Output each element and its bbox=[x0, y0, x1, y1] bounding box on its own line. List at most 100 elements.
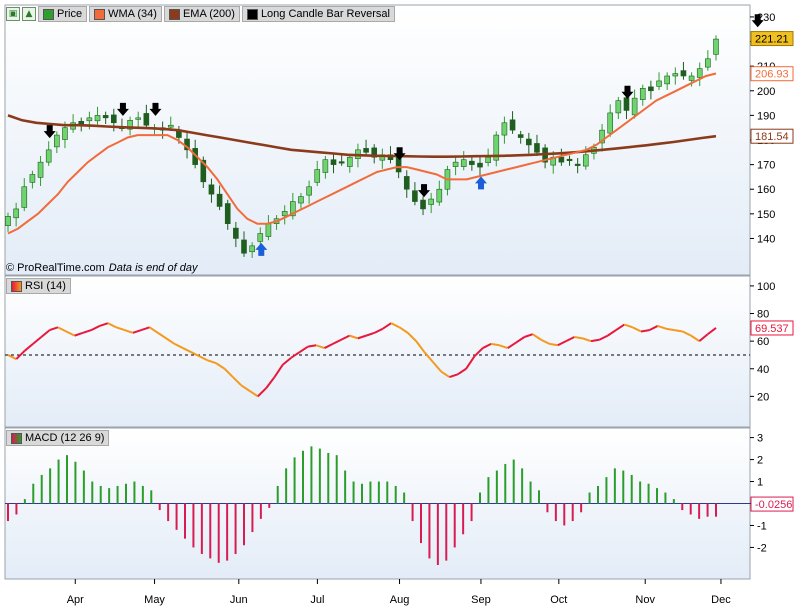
macd-bar bbox=[647, 483, 650, 504]
macd-bar bbox=[57, 459, 60, 504]
rsi-axis-tick-label: 40 bbox=[757, 364, 769, 376]
price-candle bbox=[363, 139, 369, 156]
legend-ema[interactable]: EMA (200) bbox=[163, 6, 240, 22]
ema200-line bbox=[7, 114, 717, 158]
reversal-swatch-icon bbox=[246, 8, 258, 20]
rsi-segment bbox=[624, 323, 634, 329]
rsi-segment bbox=[298, 345, 309, 354]
price-candle bbox=[713, 35, 719, 61]
price-candle bbox=[216, 185, 223, 211]
macd-bar bbox=[276, 485, 279, 504]
rsi-segment bbox=[7, 354, 17, 360]
price-panel bbox=[4, 4, 751, 276]
macd-bar bbox=[479, 492, 481, 504]
collapse-icon[interactable]: ▣ bbox=[6, 7, 20, 21]
macd-bar bbox=[394, 485, 397, 504]
price-candle bbox=[672, 67, 679, 85]
price-candle bbox=[477, 156, 483, 176]
rsi-segment bbox=[307, 344, 317, 348]
price-candle bbox=[13, 202, 19, 227]
x-axis-month-label: Sep bbox=[471, 594, 491, 606]
macd-axis-tick-label: -2 bbox=[757, 542, 767, 554]
legend-rsi-label: RSI (14) bbox=[25, 280, 66, 292]
price-candle bbox=[696, 62, 703, 87]
macd-bar bbox=[7, 503, 9, 522]
legend-price[interactable]: Price bbox=[38, 6, 88, 22]
macd-bar bbox=[622, 470, 625, 504]
last-price-badge: 221.21 bbox=[750, 31, 794, 47]
macd-bar bbox=[681, 503, 684, 511]
legend-macd[interactable]: MACD (12 26 9) bbox=[6, 430, 110, 446]
price-candle bbox=[37, 156, 44, 187]
rsi-axis-tick-label: 20 bbox=[757, 391, 769, 403]
last-price-badge-text: 221.21 bbox=[755, 34, 789, 46]
price-candle bbox=[460, 151, 467, 171]
rsi-segment bbox=[157, 332, 167, 340]
rsi-segment bbox=[24, 343, 34, 352]
legend-rsi[interactable]: RSI (14) bbox=[6, 278, 71, 294]
macd-bar bbox=[504, 463, 507, 504]
reversal-down-arrow-icon bbox=[149, 102, 162, 116]
rsi-segment bbox=[140, 326, 150, 332]
macd-swatch-icon bbox=[11, 432, 22, 444]
legend-wma-label: WMA (34) bbox=[108, 8, 157, 20]
macd-bar bbox=[116, 485, 119, 504]
watermark-note: Data is end of day bbox=[108, 262, 198, 274]
rsi-segment bbox=[640, 329, 650, 333]
macd-bar bbox=[605, 477, 608, 504]
price-candle bbox=[526, 132, 532, 154]
rsi-value-badge: 69.537 bbox=[750, 320, 794, 336]
price-candle bbox=[143, 104, 150, 129]
price-axis-tick-label: 200 bbox=[757, 86, 775, 98]
macd-bar bbox=[150, 490, 153, 504]
reversal-up-arrow-icon bbox=[255, 242, 268, 256]
price-candle bbox=[452, 156, 459, 176]
macd-bar bbox=[192, 503, 195, 548]
price-swatch-icon bbox=[43, 8, 54, 20]
rsi-panel bbox=[4, 275, 751, 428]
price-candle bbox=[21, 178, 28, 212]
wma-value-badge: 206.93 bbox=[750, 66, 794, 82]
rsi-segment bbox=[190, 351, 201, 358]
rsi-segment bbox=[74, 331, 84, 337]
rsi-segment bbox=[207, 359, 217, 365]
watermark-source: © ProRealTime.com bbox=[6, 262, 105, 274]
macd-bar bbox=[538, 490, 540, 504]
price-candle bbox=[558, 148, 565, 166]
macd-bar bbox=[108, 488, 111, 504]
expand-up-icon[interactable]: ▲ bbox=[22, 7, 36, 21]
macd-bar bbox=[352, 481, 355, 504]
rsi-segment bbox=[149, 326, 159, 334]
price-candle bbox=[224, 199, 231, 230]
price-axis-tick-label: 230 bbox=[757, 12, 775, 24]
price-candle bbox=[656, 72, 662, 91]
macd-bar bbox=[436, 503, 439, 566]
rsi-segment bbox=[99, 322, 109, 327]
rsi-segment bbox=[432, 361, 442, 373]
legend-reversal[interactable]: Long Candle Bar Reversal bbox=[241, 6, 395, 22]
rsi-segment bbox=[490, 342, 500, 347]
rsi-segment bbox=[565, 336, 575, 343]
rsi-segment bbox=[415, 340, 426, 353]
rsi-segment bbox=[690, 334, 700, 342]
x-axis-month-label: May bbox=[144, 594, 165, 606]
rsi-segment bbox=[574, 336, 583, 340]
price-candle bbox=[314, 160, 321, 187]
macd-bar bbox=[335, 455, 338, 504]
reversal-down-arrow-icon bbox=[43, 125, 56, 139]
price-candle bbox=[566, 155, 573, 166]
rsi-segment bbox=[107, 322, 117, 329]
price-candle bbox=[281, 205, 288, 225]
legend-wma[interactable]: WMA (34) bbox=[89, 6, 162, 22]
macd-bar bbox=[268, 503, 271, 508]
xaxis-strip bbox=[5, 580, 750, 604]
price-candle bbox=[574, 157, 581, 174]
macd-bar bbox=[580, 503, 583, 513]
rsi-segment bbox=[440, 370, 451, 378]
x-axis-month-label: Jun bbox=[230, 594, 248, 606]
price-legend: ▣ ▲ Price WMA (34) EMA (200) Long Candle… bbox=[6, 6, 397, 22]
x-axis-month-label: Aug bbox=[390, 594, 410, 606]
rsi-segment bbox=[449, 373, 459, 378]
rsi-swatch-icon bbox=[11, 280, 22, 292]
rsi-segment bbox=[457, 367, 467, 376]
